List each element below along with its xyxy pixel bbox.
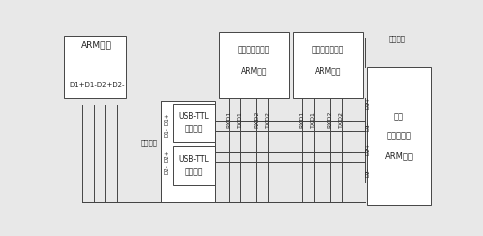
- Bar: [219, 32, 289, 98]
- Text: 串行总线: 串行总线: [141, 139, 158, 146]
- Text: RXD1: RXD1: [299, 110, 305, 128]
- Text: ARM从机: ARM从机: [384, 151, 413, 160]
- Text: D2-: D2-: [165, 164, 170, 174]
- Bar: [173, 104, 215, 142]
- Text: 自带: 自带: [394, 112, 404, 121]
- Bar: [64, 36, 126, 98]
- Text: ARM从机: ARM从机: [241, 66, 268, 75]
- Text: D2+: D2+: [366, 143, 370, 156]
- Text: D1+D1-D2+D2-: D1+D1-D2+D2-: [69, 81, 125, 88]
- Text: TXD1: TXD1: [238, 111, 242, 128]
- Text: ARM主机: ARM主机: [81, 41, 112, 50]
- Text: TXD2: TXD2: [266, 111, 270, 128]
- Text: 不带串口模块的: 不带串口模块的: [312, 45, 344, 54]
- Bar: [173, 146, 215, 185]
- Text: D1-: D1-: [165, 127, 170, 137]
- Text: USB-TTL: USB-TTL: [178, 155, 209, 164]
- Text: 不带串口模块的: 不带串口模块的: [238, 45, 270, 54]
- Text: TXD2: TXD2: [339, 111, 344, 128]
- Text: 其他从机: 其他从机: [389, 35, 406, 42]
- Text: D1+: D1+: [366, 97, 370, 109]
- Bar: [161, 101, 215, 202]
- Text: D1+: D1+: [165, 112, 170, 125]
- Text: RXD1: RXD1: [226, 110, 231, 128]
- Text: USB-TTL: USB-TTL: [178, 112, 209, 121]
- Text: 串口模块: 串口模块: [185, 124, 203, 133]
- Text: 串口模块: 串口模块: [185, 167, 203, 176]
- Text: D1-: D1-: [366, 121, 370, 131]
- Text: D2+: D2+: [165, 149, 170, 162]
- Text: D2-: D2-: [366, 167, 370, 177]
- Text: ARM从机: ARM从机: [314, 66, 341, 75]
- Bar: [293, 32, 363, 98]
- Bar: [367, 67, 431, 205]
- Text: RXD2: RXD2: [327, 110, 333, 128]
- Text: TXD1: TXD1: [312, 111, 316, 128]
- Text: 串口模块的: 串口模块的: [386, 132, 412, 141]
- Text: RXD2: RXD2: [254, 110, 259, 128]
